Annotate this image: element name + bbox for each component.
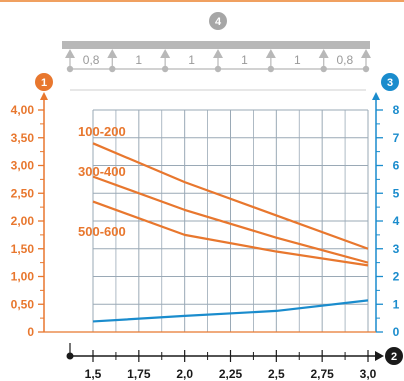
left-tick-label: 3,00 (11, 159, 35, 173)
span-diagram: 4 0,8 1 1 1 1 0,8 (62, 12, 371, 91)
series-label-500-600: 500-600 (78, 224, 126, 239)
right-axis-badge (381, 73, 399, 91)
x-tick-label: 2,75 (310, 367, 334, 381)
support-triangle (160, 49, 171, 58)
left-tick-label: 0,50 (11, 297, 35, 311)
span-badge (209, 12, 227, 30)
grid (92, 109, 369, 332)
right-tick-label: 2 (393, 270, 400, 284)
series-label-100-200: 100-200 (78, 124, 126, 139)
axes (38, 92, 384, 362)
left-axis-badge (35, 73, 53, 91)
right-tick-label: 8 (393, 103, 400, 117)
left-tick-label: 2,50 (11, 186, 35, 200)
left-axis-arrow (40, 92, 48, 100)
support-triangle (65, 49, 75, 58)
left-tick-label: 1,50 (11, 242, 35, 256)
beam (62, 41, 370, 49)
x-tick-label: 1,5 (85, 367, 102, 381)
support-triangle (265, 49, 276, 58)
x-axis-badge-label: 2 (391, 351, 397, 363)
left-tick-label: 1,00 (11, 270, 35, 284)
support-triangle (318, 49, 329, 58)
right-tick-label: 4 (393, 214, 400, 228)
right-tick-label: 7 (393, 131, 400, 145)
left-tick-label: 3,50 (11, 131, 35, 145)
span-segment-label: 1 (241, 53, 248, 67)
right-tick-label: 6 (393, 159, 400, 173)
span-segment-label: 0,8 (337, 53, 354, 67)
span-segment-label: 1 (188, 53, 195, 67)
left-tick-label: 4,00 (11, 103, 35, 117)
span-segment-label: 0,8 (83, 53, 100, 67)
series-labels: 100-200 300-400 500-600 (78, 124, 126, 239)
series-label-300-400: 300-400 (78, 164, 126, 179)
left-axis-badge-label: 1 (41, 77, 47, 89)
series-line-blue (92, 299, 369, 323)
span-badge-label: 4 (215, 16, 222, 28)
series (92, 142, 369, 323)
right-axis-arrow (372, 92, 380, 100)
right-tick-label: 5 (393, 186, 400, 200)
x-tick-label: 2,0 (176, 367, 193, 381)
tick-labels: 1,5 1,75 2,0 2,25 2,5 2,75 3,000,501,001,502,0… (11, 103, 400, 381)
x-tick-label: 3,0 (360, 367, 377, 381)
right-tick-label: 1 (393, 297, 400, 311)
x-axis-badge (385, 347, 403, 365)
x-axis-arrow (375, 351, 384, 361)
series-line-100-200 (92, 142, 369, 250)
left-tick-label: 2,00 (11, 214, 35, 228)
x-tick-label: 2,5 (268, 367, 285, 381)
right-tick-label: 3 (393, 242, 400, 256)
left-tick-label: 0 (27, 325, 34, 339)
support-triangle (107, 49, 118, 58)
x-tick-label: 2,25 (219, 367, 243, 381)
right-axis-badge-label: 3 (387, 77, 393, 89)
right-tick-label: 0 (393, 325, 400, 339)
support-triangle (213, 49, 223, 58)
x-tick-label: 1,75 (127, 367, 151, 381)
supports (65, 49, 371, 73)
series-line-500-600 (92, 200, 369, 267)
span-segment-label: 1 (135, 53, 142, 67)
span-labels: 0,8 1 1 1 1 0,8 (83, 53, 354, 67)
support-triangle (361, 49, 371, 58)
series-line-300-400 (92, 175, 369, 264)
span-segment-label: 1 (294, 53, 301, 67)
